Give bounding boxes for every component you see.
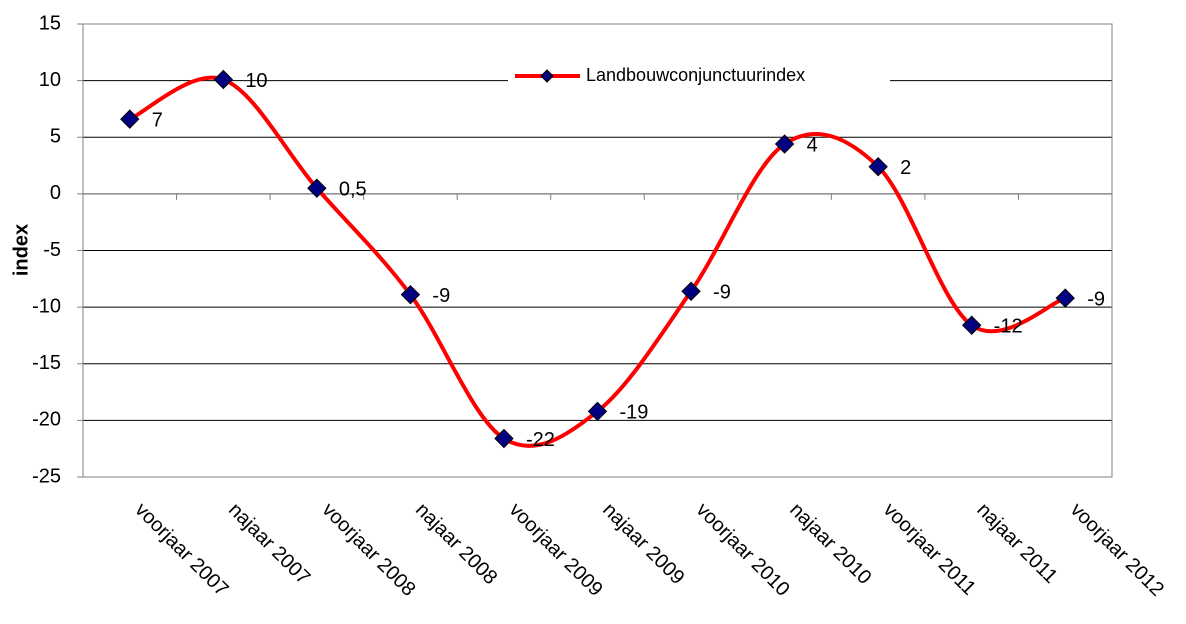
marker <box>961 315 982 335</box>
y-tick-label: -15 <box>32 352 61 374</box>
marker <box>774 134 795 154</box>
data-label: 10 <box>245 70 267 92</box>
data-label: -19 <box>620 402 649 424</box>
data-label: 0,5 <box>339 178 367 200</box>
y-tick-label: 5 <box>50 126 61 148</box>
data-label: -12 <box>994 316 1023 338</box>
x-tick-label: najaar 2007 <box>224 499 314 589</box>
data-label: 4 <box>807 134 818 156</box>
data-label: 2 <box>900 157 911 179</box>
x-tick-label: voorjaar 2011 <box>879 499 980 600</box>
marker <box>868 156 888 177</box>
marker <box>681 281 701 301</box>
y-tick-label: 10 <box>39 69 61 91</box>
y-tick-label: -5 <box>43 239 61 261</box>
data-label: -22 <box>526 429 555 451</box>
x-tick-label: voorjaar 2009 <box>505 499 607 601</box>
data-label: -9 <box>713 282 731 304</box>
marker <box>587 401 608 422</box>
marker <box>213 69 234 90</box>
marker <box>120 109 140 129</box>
x-tick-label: voorjaar 2010 <box>692 499 794 601</box>
y-axis-title: index <box>10 224 32 276</box>
x-tick-label: voorjaar 2007 <box>131 499 233 601</box>
legend-marker <box>540 69 554 83</box>
data-label: -9 <box>1087 288 1105 310</box>
y-tick-label: 0 <box>50 182 61 204</box>
x-tick-label: najaar 2011 <box>972 499 1061 588</box>
y-tick-label: -10 <box>32 295 61 317</box>
marker <box>307 178 327 198</box>
x-tick-label: voorjaar 2012 <box>1066 499 1168 601</box>
y-tick-label: -25 <box>32 465 61 487</box>
x-tick-label: najaar 2010 <box>785 499 875 589</box>
marker <box>494 428 514 449</box>
x-tick-label: najaar 2009 <box>598 499 688 589</box>
marker <box>400 284 421 305</box>
plot-border <box>82 23 1113 478</box>
series-line <box>128 75 1066 448</box>
data-label: 7 <box>152 109 163 131</box>
x-tick-label: voorjaar 2008 <box>318 499 420 601</box>
y-tick-label: -20 <box>32 409 61 431</box>
y-tick-label: 15 <box>39 12 61 34</box>
x-tick-label: najaar 2008 <box>411 499 501 589</box>
legend-label: Landbouwconjunctuurindex <box>586 65 805 85</box>
marker <box>1055 288 1075 308</box>
data-label: -9 <box>432 285 450 307</box>
